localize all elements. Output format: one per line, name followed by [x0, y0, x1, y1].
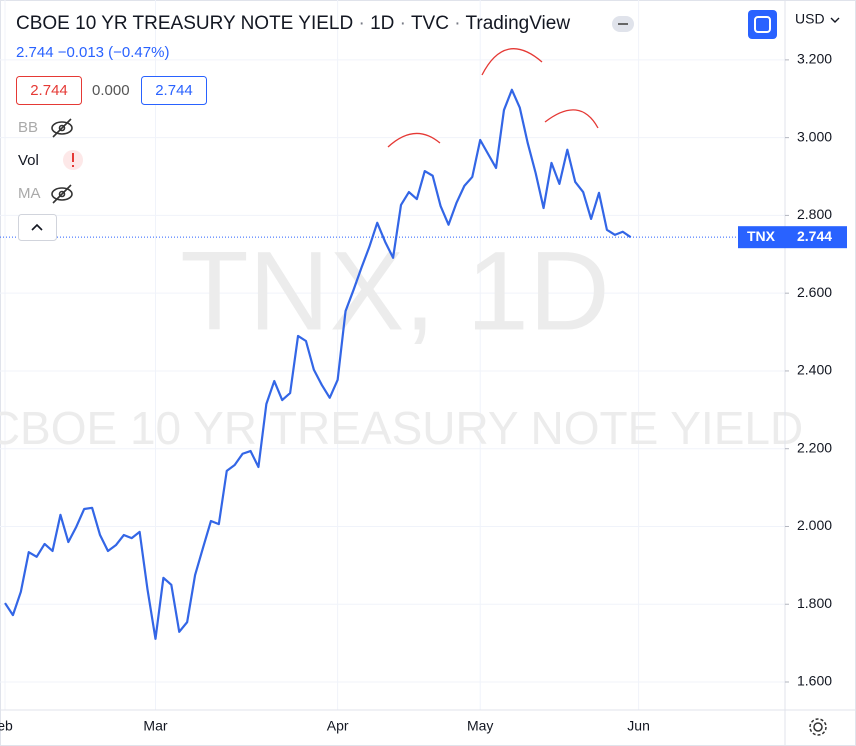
compare-button[interactable] [748, 10, 777, 39]
x-tick-label: Mar [143, 718, 167, 734]
x-tick-label: eb [0, 718, 13, 734]
y-tick-label: 2.400 [797, 362, 832, 378]
price-tag [785, 226, 847, 249]
annotation-arc [481, 48, 543, 76]
collapse-icon [31, 223, 43, 231]
header-part: TVC [411, 13, 449, 34]
separator: · [394, 13, 411, 34]
collapse-button[interactable] [18, 214, 57, 241]
x-tick-label: Apr [327, 718, 349, 734]
annotation-arc [387, 132, 441, 148]
value-text: 0.000 [92, 82, 130, 99]
indicator-label[interactable]: MA [18, 185, 41, 202]
x-tick-label: May [467, 718, 493, 734]
y-tick-label: 3.000 [797, 128, 832, 144]
price-tag-text: 2.744 [797, 228, 832, 244]
value-box [16, 76, 82, 105]
header-part: TradingView [466, 13, 571, 34]
header-title: CBOE 10 YR TREASURY NOTE YIELD · 1D · TV… [16, 13, 570, 34]
separator: · [353, 13, 370, 34]
header-part: 1D [370, 13, 394, 34]
hidden-icon[interactable] [51, 118, 73, 138]
y-tick-label: 1.800 [797, 595, 832, 611]
y-tick-label: 3.200 [797, 51, 832, 67]
x-tick-label: Jun [627, 718, 650, 734]
indicator-label[interactable]: BB [18, 119, 38, 136]
y-tick-label: 2.800 [797, 206, 832, 222]
indicator-label[interactable]: Vol [18, 152, 39, 169]
price-line [4, 88, 632, 640]
compare-icon [754, 16, 771, 33]
y-tick-label: 2.000 [797, 517, 832, 533]
value-box-text: 2.744 [30, 82, 68, 99]
currency[interactable]: USD [795, 11, 825, 27]
watermark-name: CBOE 10 YR TREASURY NOTE YIELD [0, 402, 803, 454]
change-line: 2.744 −0.013 (−0.47%) [16, 44, 169, 61]
symbol-tag-text: TNX [747, 228, 776, 244]
annotation-arc [544, 109, 599, 129]
separator: · [449, 13, 466, 34]
y-tick-label: 1.600 [797, 673, 832, 689]
value-box-text: 2.744 [155, 82, 193, 99]
hidden-icon[interactable] [51, 184, 73, 204]
value-box [141, 76, 207, 105]
header-part: CBOE 10 YR TREASURY NOTE YIELD [16, 13, 353, 34]
settings-icon[interactable] [809, 718, 827, 736]
currency-chevron [830, 17, 840, 23]
y-tick-label: 2.200 [797, 439, 832, 455]
symbol-tag [738, 226, 785, 249]
y-tick-label: 2.600 [797, 284, 832, 300]
